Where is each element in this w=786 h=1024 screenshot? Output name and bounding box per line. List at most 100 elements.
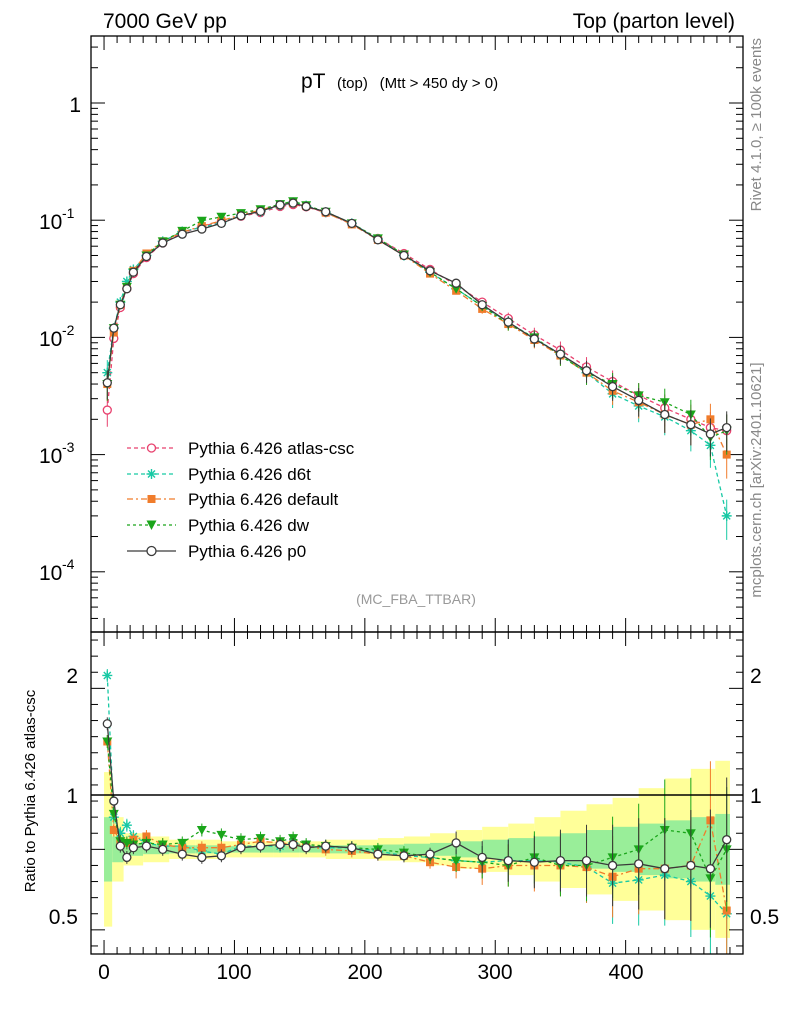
ratio-point-dw	[255, 834, 266, 844]
ratio-point-dw	[102, 737, 113, 747]
data-point-p0	[399, 250, 409, 261]
ratio-point-p0	[399, 851, 409, 861]
ytick-label-exp-1: -1	[62, 205, 75, 221]
ratio-point-dw	[451, 856, 462, 866]
ytick-label-base-3: 10	[39, 445, 62, 468]
ratio-point-dw	[108, 809, 119, 819]
legend-label-d6t: Pythia 6.426 d6t	[188, 465, 311, 484]
data-point-p0	[607, 381, 618, 392]
xtick-label-400: 400	[608, 961, 643, 984]
green-band-segment	[195, 845, 222, 854]
xtick-label-200: 200	[347, 961, 382, 984]
data-point-p0	[128, 267, 139, 277]
ratio-point-p0	[503, 855, 513, 866]
data-point-p0	[102, 378, 112, 388]
green-band-segment	[273, 846, 300, 853]
ratio-point-p0	[477, 852, 487, 863]
ratio-point-p0	[686, 860, 696, 871]
series-line-atlas-csc	[106, 203, 727, 432]
data-point-p0	[425, 266, 435, 276]
data-point-dw	[196, 216, 207, 226]
ratio-ytick-1-left: 1	[66, 785, 78, 808]
data-point-p0	[177, 229, 187, 239]
xtick-label-300: 300	[477, 961, 512, 984]
chart-title-sub1: (top)	[337, 75, 368, 92]
ytick-label-base-4: 10	[39, 562, 62, 585]
ratio-point-default	[197, 843, 206, 852]
ytick-label-base-2: 10	[39, 328, 62, 351]
ytick-label-base-1: 10	[39, 211, 62, 234]
ratio-point-p0	[451, 838, 461, 848]
ratio-point-p0	[581, 855, 592, 866]
data-point-p0	[321, 207, 331, 217]
ratio-point-p0	[197, 852, 207, 863]
green-band-segment	[482, 839, 509, 860]
ratio-point-p0	[660, 864, 670, 874]
header-right: Top (parton level)	[573, 10, 735, 33]
ratio-point-p0	[634, 859, 644, 869]
ratio-point-p0	[529, 857, 540, 867]
green-band-segment	[351, 845, 378, 854]
data-point-p0	[301, 201, 311, 212]
chart-title: pT (top) (Mtt > 450 dy > 0)	[301, 70, 498, 93]
ratio-ytick-05-right: 0.5	[750, 906, 779, 929]
data-point-p0	[122, 284, 132, 294]
chart-title-main: pT	[301, 70, 326, 93]
ratio-point-p0	[122, 852, 132, 863]
ratio-point-p0	[236, 843, 246, 853]
data-point-p0	[216, 218, 227, 228]
green-band-segment	[104, 817, 113, 882]
ratio-point-d6t	[102, 670, 113, 681]
chart-title-sub2: (Mtt > 450 dy > 0)	[380, 75, 498, 92]
ratio-point-dw	[196, 826, 207, 836]
legend-marker-p0	[146, 545, 157, 557]
legend-marker-d6t	[146, 469, 157, 479]
data-point-p0	[347, 218, 357, 228]
ytick-label-exp-4: -4	[62, 556, 75, 572]
data-point-p0	[255, 206, 266, 216]
ratio-line-default	[106, 741, 728, 911]
ratio-point-p0	[373, 849, 383, 859]
ratio-point-dw	[177, 838, 188, 848]
data-point-p0	[722, 422, 732, 433]
ratio-ylabel: Ratio to Pythia 6.426 atlas-csc	[22, 689, 39, 892]
legend-marker-default	[147, 495, 156, 503]
data-point-p0	[275, 200, 285, 210]
ratio-point-default	[217, 843, 226, 852]
ratio-point-d6t	[115, 828, 126, 839]
ratio-point-p0	[288, 839, 298, 850]
ratio-frame	[90, 631, 744, 955]
legend-entry-dw: Pythia 6.426 dw	[127, 516, 310, 535]
main-axis-ticks	[91, 36, 743, 632]
series-line-default	[106, 202, 728, 455]
legend-entry-p0: Pythia 6.426 p0	[127, 542, 306, 561]
ytick-label-1: 1	[69, 94, 81, 117]
green-band-segment	[403, 843, 431, 855]
data-point-p0	[581, 366, 592, 376]
legend-entry-default: Pythia 6.426 default	[127, 490, 339, 509]
data-point-p0	[451, 278, 461, 288]
green-band-segment	[508, 838, 535, 861]
data-point-p0	[109, 323, 119, 333]
data-point-p0	[197, 224, 207, 234]
ratio-point-p0	[255, 841, 266, 851]
data-point-p0	[373, 235, 383, 245]
legend-label-p0: Pythia 6.426 p0	[188, 542, 306, 561]
data-point-d6t	[721, 510, 732, 521]
ratio-point-dw	[216, 830, 227, 840]
ratio-point-p0	[158, 844, 168, 854]
xtick-label-0: 0	[98, 961, 110, 984]
data-point-p0	[288, 198, 298, 208]
ratio-ytick-2-right: 2	[750, 665, 762, 688]
ratio-point-p0	[321, 841, 331, 851]
data-point-p0	[236, 211, 246, 221]
ratio-point-p0	[115, 841, 125, 851]
ratio-point-default	[109, 826, 118, 835]
ytick-label-exp-3: -3	[62, 439, 75, 455]
ytick-label-exp-2: -2	[62, 322, 75, 338]
ratio-point-p0	[216, 851, 227, 861]
data-point-p0	[115, 300, 125, 310]
ratio-ytick-2-left: 2	[66, 665, 78, 688]
ratio-point-p0	[177, 849, 187, 859]
